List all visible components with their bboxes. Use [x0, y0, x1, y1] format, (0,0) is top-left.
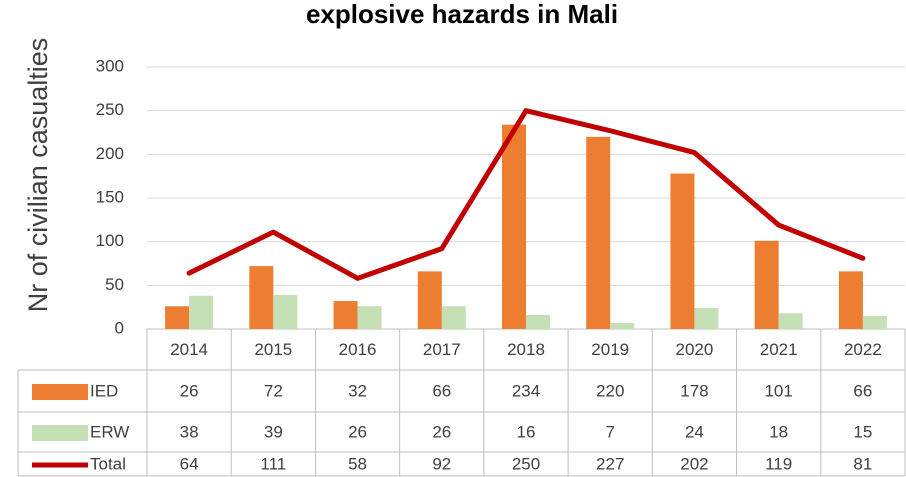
- table-value: 227: [596, 454, 624, 473]
- table-value: 119: [765, 454, 792, 473]
- table-value: 38: [180, 422, 199, 441]
- y-tick-label: 300: [96, 56, 124, 75]
- table-value: 64: [180, 454, 199, 473]
- chart-title: explosive hazards in Mali: [306, 0, 618, 29]
- legend-label: Total: [90, 454, 126, 473]
- bar: [610, 322, 635, 329]
- bar: [670, 173, 695, 329]
- bar: [273, 294, 298, 329]
- table-value: 178: [680, 381, 708, 400]
- bar: [333, 301, 358, 329]
- bar: [165, 306, 190, 329]
- table-value: 24: [685, 422, 704, 441]
- table-value: 234: [512, 381, 540, 400]
- x-tick-label: 2017: [423, 340, 461, 359]
- bar: [754, 240, 779, 329]
- table-value: 220: [596, 381, 624, 400]
- table-value: 26: [432, 422, 451, 441]
- table-value: 26: [180, 381, 199, 400]
- table-value: 58: [348, 454, 367, 473]
- x-tick-label: 2015: [254, 340, 292, 359]
- x-tick-label: 2022: [844, 340, 882, 359]
- x-tick-label: 2021: [760, 340, 798, 359]
- y-tick-label: 200: [96, 144, 124, 163]
- legend-swatch: [32, 384, 88, 400]
- table-value: 111: [260, 454, 286, 473]
- legend-label: ERW: [90, 422, 129, 441]
- bar: [502, 124, 526, 329]
- x-tick-label: 2014: [170, 340, 208, 359]
- y-tick-label: 150: [96, 187, 124, 206]
- legend-label: IED: [90, 381, 118, 400]
- bar: [694, 308, 719, 329]
- bar: [838, 271, 863, 329]
- bar: [862, 315, 887, 329]
- y-tick-label: 250: [96, 100, 124, 119]
- x-tick-label: 2020: [676, 340, 714, 359]
- table-value: 202: [680, 454, 708, 473]
- table-value: 18: [769, 422, 788, 441]
- bar: [249, 266, 274, 329]
- bar: [357, 306, 382, 329]
- table-value: 66: [853, 381, 872, 400]
- y-tick-label: 100: [96, 231, 124, 250]
- bar: [441, 306, 466, 329]
- table-value: 72: [264, 381, 283, 400]
- bar: [189, 295, 214, 329]
- table-value: 7: [605, 422, 614, 441]
- table-value: 26: [348, 422, 367, 441]
- legend-swatch: [32, 425, 88, 441]
- table-value: 92: [432, 454, 451, 473]
- x-tick-label: 2018: [507, 340, 545, 359]
- table-value: 16: [517, 422, 536, 441]
- table-value: 250: [512, 454, 540, 473]
- x-tick-label: 2016: [339, 340, 377, 359]
- bar: [778, 313, 803, 329]
- y-tick-label: 50: [105, 275, 124, 294]
- table-value: 15: [853, 422, 872, 441]
- table-value: 66: [432, 381, 451, 400]
- table-value: 32: [348, 381, 367, 400]
- bar: [417, 271, 442, 329]
- line: [186, 108, 866, 281]
- y-tick-label: 0: [115, 318, 124, 337]
- table-value: 101: [764, 381, 792, 400]
- table-value: 81: [853, 454, 872, 473]
- table-value: 39: [264, 422, 283, 441]
- bar: [586, 136, 611, 329]
- bar: [526, 315, 550, 329]
- y-axis-label: Nr of civilian casualties: [23, 38, 53, 313]
- x-tick-label: 2019: [591, 340, 629, 359]
